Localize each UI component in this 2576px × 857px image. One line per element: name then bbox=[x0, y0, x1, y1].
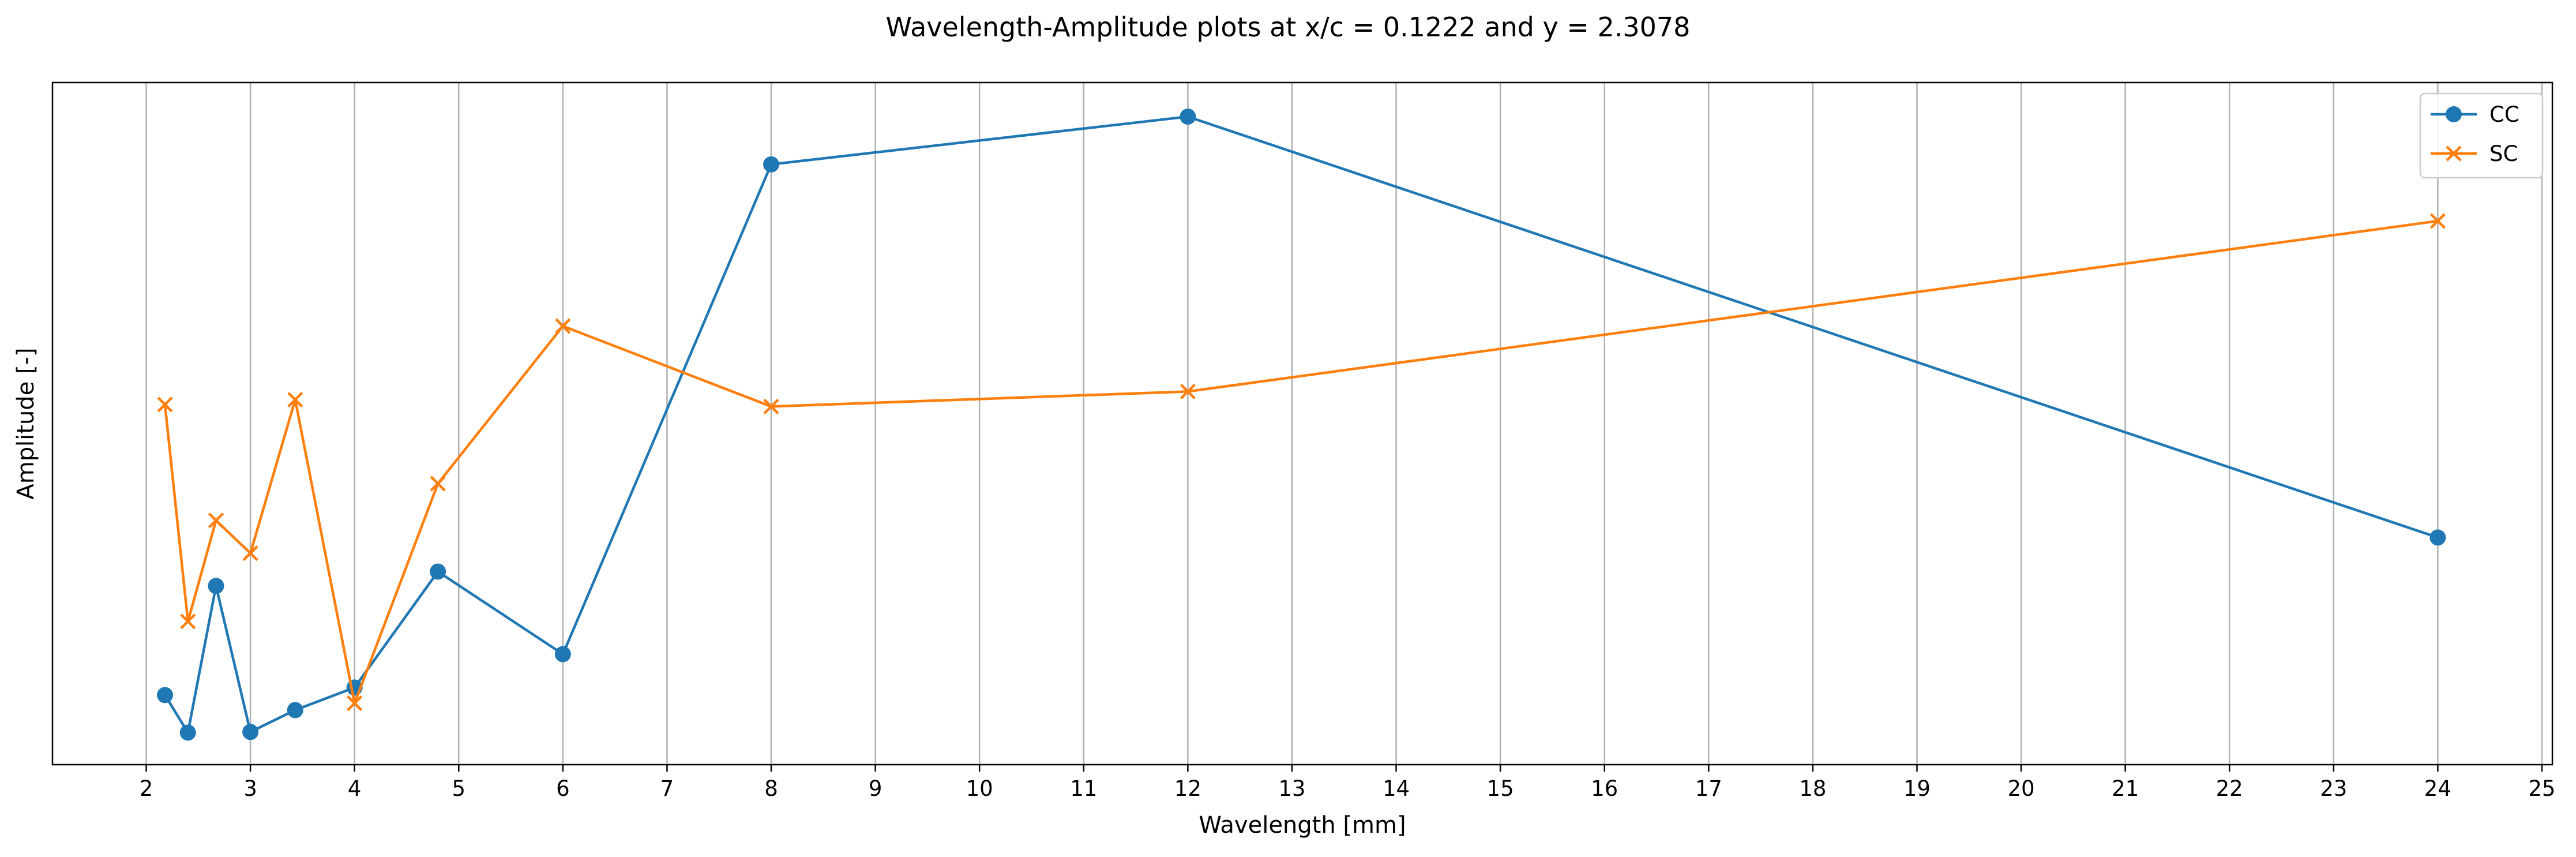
x-tick-label-11: 11 bbox=[1070, 776, 1097, 801]
data-point-sc-7 bbox=[555, 318, 571, 334]
x-tick-label-25: 25 bbox=[2528, 776, 2555, 801]
x-tick-label-21: 21 bbox=[2112, 776, 2139, 801]
data-point-sc-0 bbox=[157, 396, 173, 413]
x-tick-label-14: 14 bbox=[1383, 776, 1410, 801]
series-layer bbox=[157, 108, 2446, 741]
x-tick-label-7: 7 bbox=[660, 776, 674, 801]
data-point-cc-3 bbox=[242, 724, 259, 740]
data-point-sc-6 bbox=[430, 476, 446, 492]
data-point-sc-1 bbox=[180, 613, 196, 630]
x-axis-label: Wavelength [mm] bbox=[1199, 812, 1406, 839]
x-tick-label-20: 20 bbox=[2007, 776, 2034, 801]
data-point-cc-9 bbox=[1180, 108, 1196, 125]
x-tick-label-8: 8 bbox=[764, 776, 778, 801]
x-tick-label-24: 24 bbox=[2424, 776, 2451, 801]
x-tick-label-10: 10 bbox=[966, 776, 993, 801]
data-point-cc-10 bbox=[2429, 529, 2446, 546]
x-axis-ticks: 2 3 4 5 6 7 8 9 10 11 12 13 14 15 16 17 18 19 20 21 22 23 24 25 bbox=[140, 765, 2555, 801]
x-tick-label-23: 23 bbox=[2320, 776, 2347, 801]
series-line-cc bbox=[164, 115, 2439, 734]
x-tick-label-22: 22 bbox=[2216, 776, 2243, 801]
data-point-sc-5 bbox=[347, 695, 363, 712]
legend: CC SC bbox=[2419, 92, 2544, 179]
series-line-sc bbox=[163, 219, 2438, 705]
data-point-cc-8 bbox=[763, 156, 780, 173]
data-point-sc-9 bbox=[1180, 383, 1196, 400]
data-point-sc-8 bbox=[763, 398, 779, 415]
data-point-cc-0 bbox=[157, 687, 174, 703]
x-tick-label-16: 16 bbox=[1591, 776, 1618, 801]
x-tick-label-17: 17 bbox=[1695, 776, 1722, 801]
x-tick-label-6: 6 bbox=[556, 776, 570, 801]
data-point-cc-2 bbox=[208, 578, 224, 594]
x-tick-label-12: 12 bbox=[1174, 776, 1201, 801]
legend-marker-cc bbox=[2446, 106, 2462, 122]
legend-box bbox=[2419, 92, 2544, 179]
legend-marker-sc bbox=[2446, 145, 2462, 162]
data-point-cc-4 bbox=[287, 702, 303, 718]
x-tick-label-13: 13 bbox=[1278, 776, 1305, 801]
x-tick-label-18: 18 bbox=[1799, 776, 1826, 801]
data-point-sc-3 bbox=[242, 545, 258, 562]
x-tick-label-19: 19 bbox=[1903, 776, 1931, 801]
data-point-sc-2 bbox=[208, 512, 224, 529]
x-tick-label-2: 2 bbox=[140, 776, 153, 801]
legend-label-sc: SC bbox=[2489, 141, 2518, 166]
y-axis-label: Amplitude [-] bbox=[13, 347, 39, 499]
x-tick-label-4: 4 bbox=[348, 776, 362, 801]
x-tick-label-3: 3 bbox=[243, 776, 257, 801]
x-tick-label-9: 9 bbox=[869, 776, 883, 801]
data-point-sc-4 bbox=[287, 392, 303, 408]
chart-title: Wavelength-Amplitude plots at x/c = 0.12… bbox=[886, 12, 1691, 43]
x-tick-label-5: 5 bbox=[452, 776, 466, 801]
data-point-sc-10 bbox=[2429, 213, 2446, 229]
data-point-cc-6 bbox=[430, 563, 446, 580]
x-tick-label-15: 15 bbox=[1487, 776, 1514, 801]
legend-label-cc: CC bbox=[2489, 102, 2519, 127]
plot-area-frame bbox=[51, 81, 2554, 766]
data-point-cc-1 bbox=[179, 724, 196, 741]
data-point-cc-7 bbox=[554, 646, 571, 663]
grid-lines bbox=[145, 83, 2543, 765]
